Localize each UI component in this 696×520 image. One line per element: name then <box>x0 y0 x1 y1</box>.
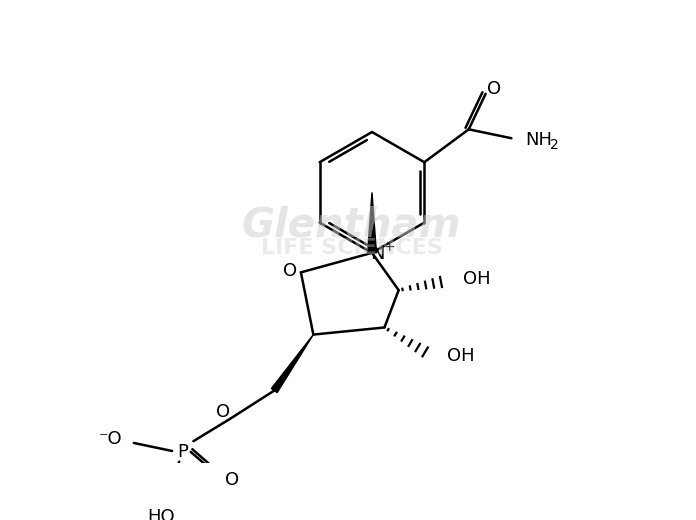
Text: ⁻O: ⁻O <box>99 431 122 448</box>
Text: LIFE SCIENCES: LIFE SCIENCES <box>260 238 443 257</box>
Polygon shape <box>367 192 377 253</box>
Text: O: O <box>216 403 230 421</box>
Text: P: P <box>177 443 188 461</box>
Polygon shape <box>271 334 313 393</box>
Text: O: O <box>283 262 297 280</box>
Text: N: N <box>370 244 385 263</box>
Text: OH: OH <box>447 347 474 365</box>
Text: O: O <box>225 471 239 489</box>
Text: 2: 2 <box>551 138 559 152</box>
Text: OH: OH <box>463 270 490 289</box>
Text: +: + <box>384 240 395 254</box>
Text: NH: NH <box>525 131 553 149</box>
Text: HO: HO <box>148 508 175 520</box>
Text: O: O <box>487 81 500 98</box>
Text: Glentham: Glentham <box>242 205 461 245</box>
